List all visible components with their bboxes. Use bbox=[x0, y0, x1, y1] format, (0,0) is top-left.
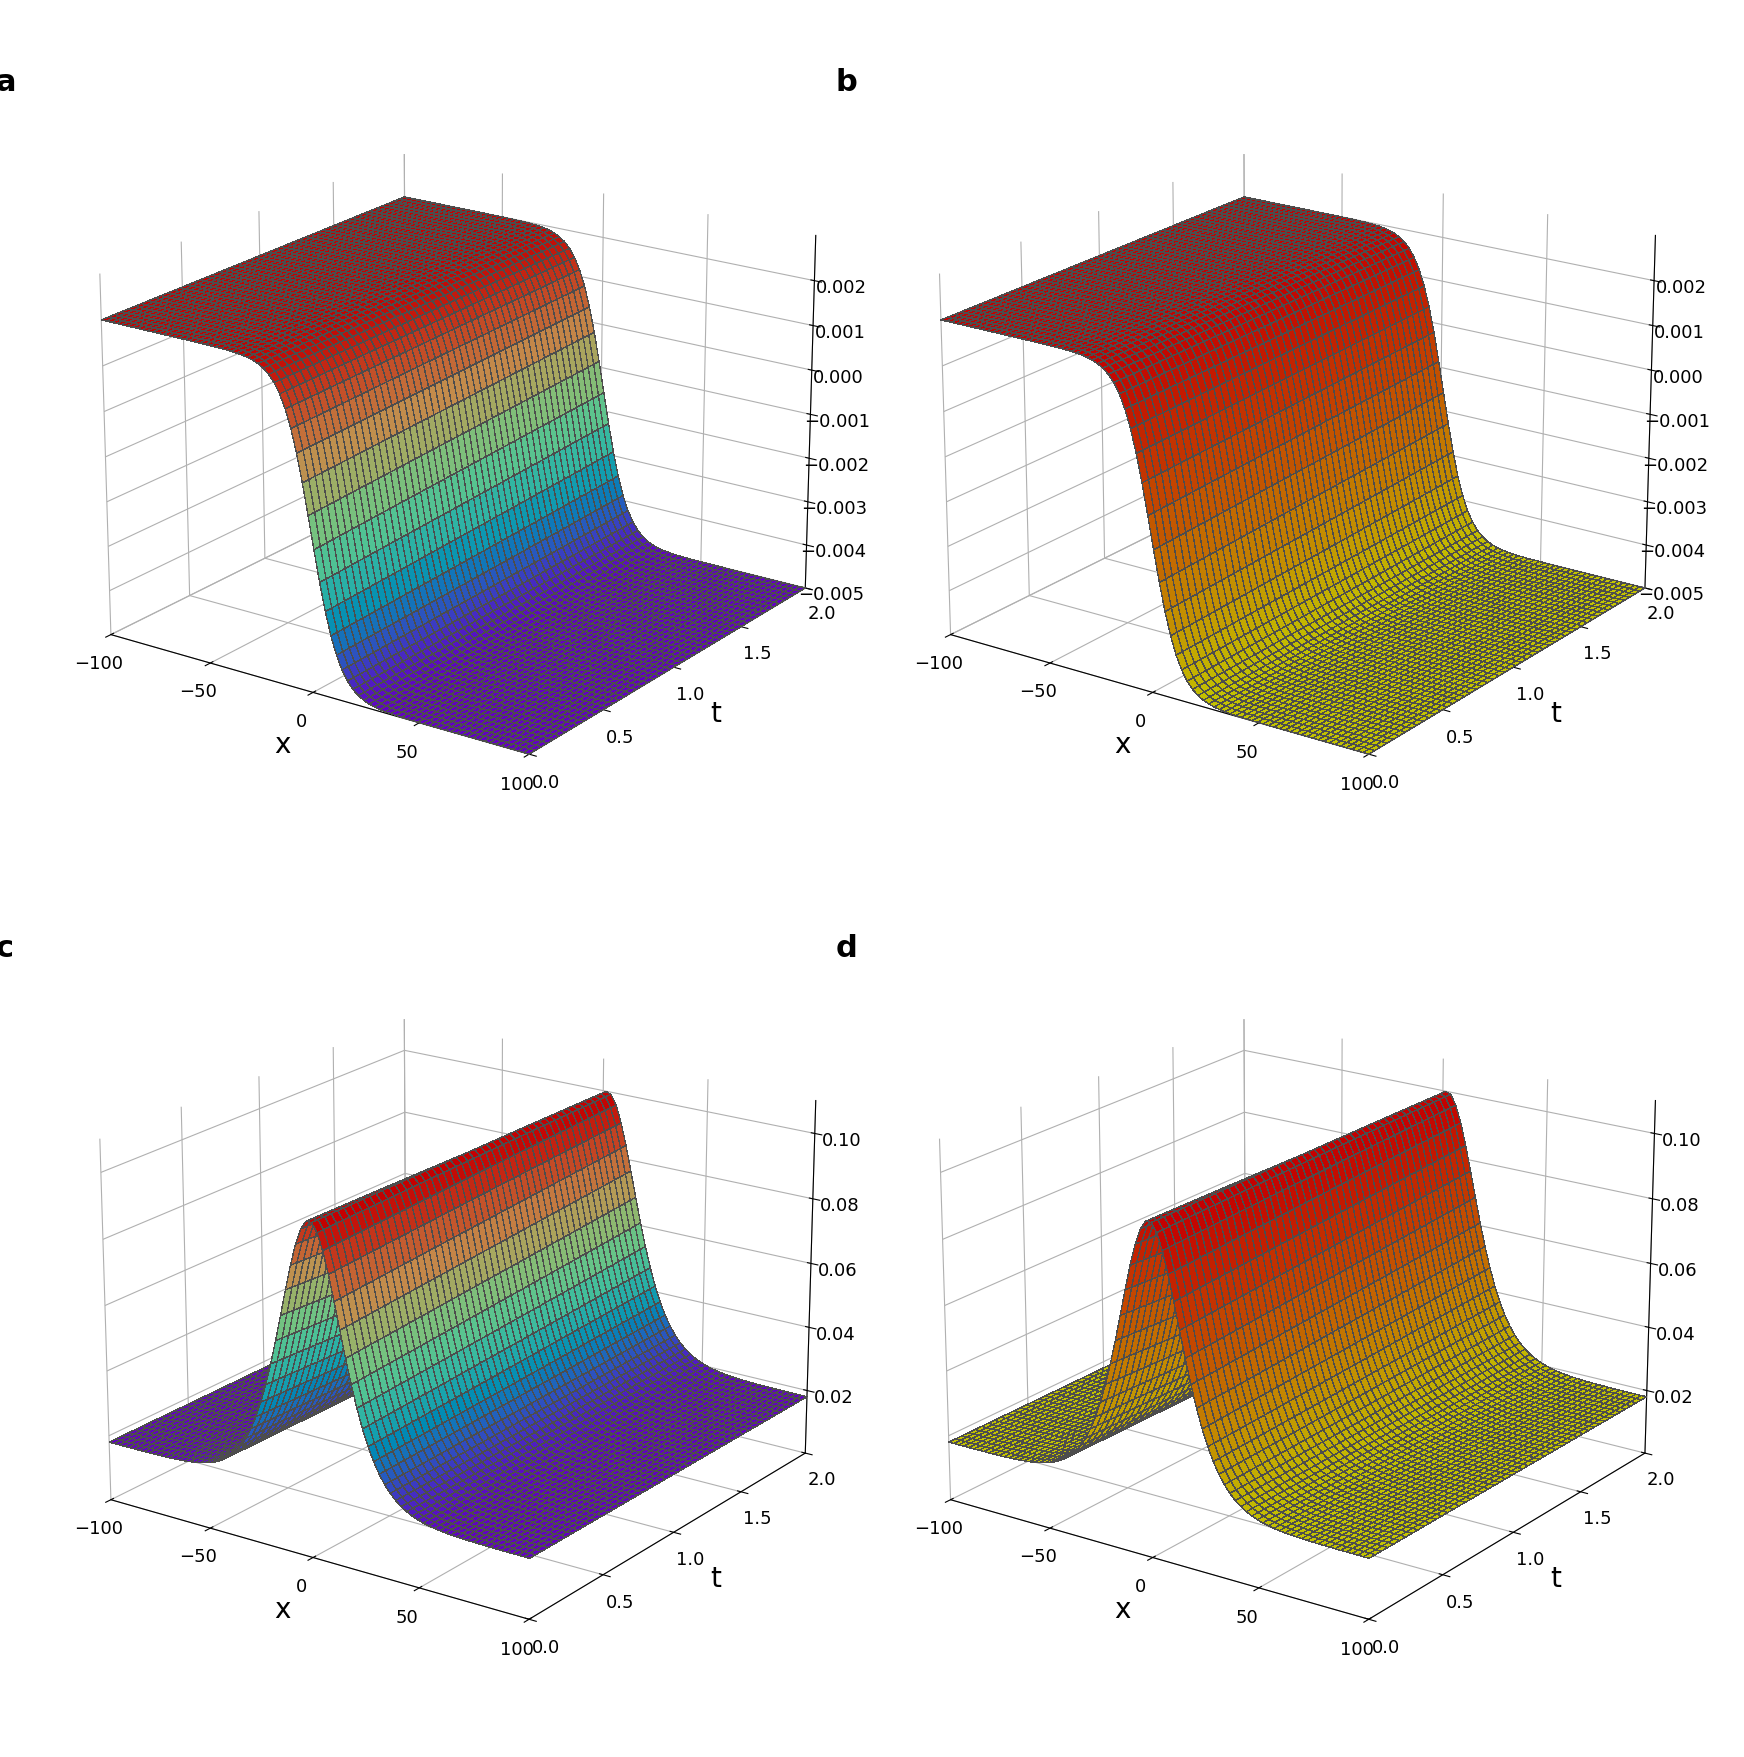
X-axis label: x: x bbox=[274, 731, 291, 759]
Text: a: a bbox=[0, 69, 16, 97]
Text: b: b bbox=[835, 69, 858, 97]
Y-axis label: t: t bbox=[710, 1565, 722, 1594]
Y-axis label: t: t bbox=[1550, 1565, 1561, 1594]
Y-axis label: t: t bbox=[710, 699, 722, 727]
Y-axis label: t: t bbox=[1550, 699, 1561, 727]
Text: c: c bbox=[0, 933, 14, 963]
X-axis label: x: x bbox=[1114, 731, 1130, 759]
Text: d: d bbox=[835, 933, 858, 963]
X-axis label: x: x bbox=[1114, 1595, 1130, 1623]
X-axis label: x: x bbox=[274, 1595, 291, 1623]
